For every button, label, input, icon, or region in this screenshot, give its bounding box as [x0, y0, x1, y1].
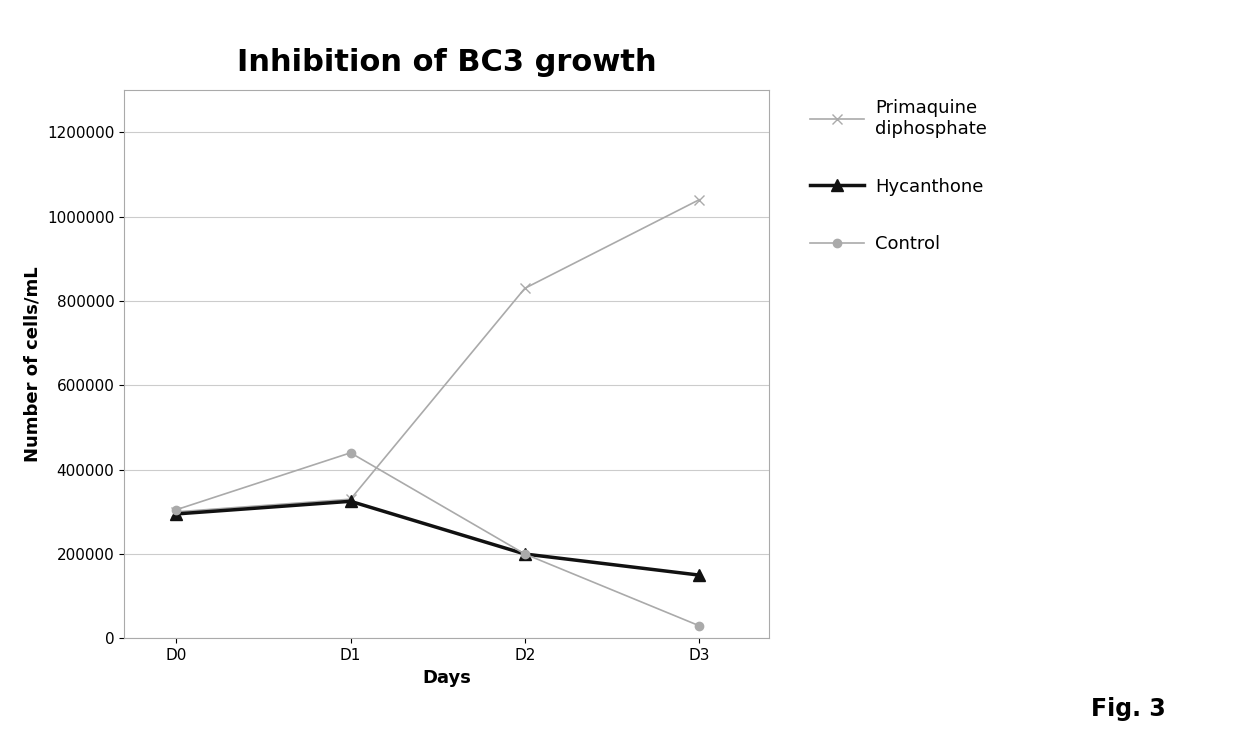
Primaquine
diphosphate — [343, 495, 358, 504]
Hycanthone — [692, 571, 707, 580]
Text: Fig. 3: Fig. 3 — [1091, 697, 1166, 721]
X-axis label: Days: Days — [422, 668, 471, 686]
Control — [517, 550, 532, 559]
Primaquine
diphosphate — [517, 284, 532, 293]
Hycanthone — [517, 550, 532, 559]
Hycanthone — [343, 497, 358, 506]
Line: Control: Control — [172, 448, 703, 630]
Primaquine
diphosphate — [169, 508, 184, 517]
Control — [169, 505, 184, 514]
Control — [692, 621, 707, 630]
Hycanthone — [169, 509, 184, 518]
Primaquine
diphosphate — [692, 195, 707, 204]
Y-axis label: Number of cells/mL: Number of cells/mL — [24, 267, 41, 462]
Line: Hycanthone: Hycanthone — [171, 496, 704, 581]
Title: Inhibition of BC3 growth: Inhibition of BC3 growth — [237, 47, 656, 77]
Line: Primaquine
diphosphate: Primaquine diphosphate — [171, 195, 704, 517]
Control — [343, 448, 358, 457]
Legend: Primaquine
diphosphate, Hycanthone, Control: Primaquine diphosphate, Hycanthone, Cont… — [810, 99, 987, 253]
